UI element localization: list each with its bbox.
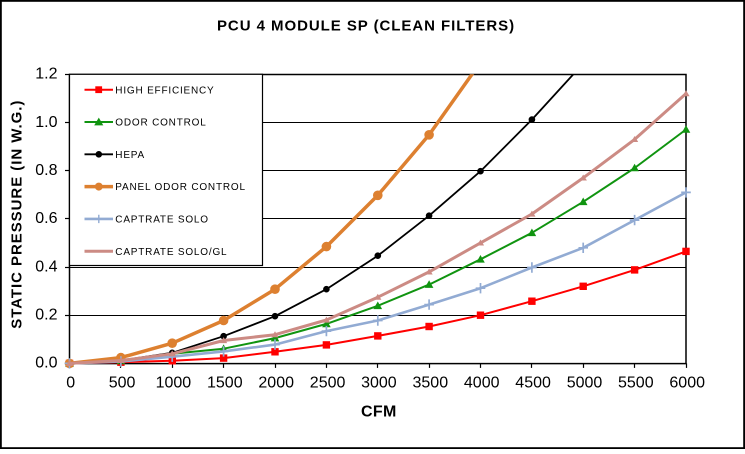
svg-text:1.2: 1.2 <box>35 66 57 83</box>
svg-text:0.2: 0.2 <box>35 307 57 324</box>
svg-text:PANEL ODOR CONTROL: PANEL ODOR CONTROL <box>115 182 246 193</box>
svg-text:4500: 4500 <box>515 374 551 391</box>
svg-text:4000: 4000 <box>464 374 500 391</box>
svg-text:STATIC PRESSURE (IN W.G.): STATIC PRESSURE (IN W.G.) <box>9 100 26 329</box>
svg-text:5500: 5500 <box>618 374 654 391</box>
svg-text:2000: 2000 <box>258 374 294 391</box>
svg-text:6000: 6000 <box>669 374 705 391</box>
svg-text:5000: 5000 <box>567 374 603 391</box>
svg-text:0: 0 <box>66 374 75 391</box>
svg-text:0.0: 0.0 <box>35 355 57 372</box>
svg-text:3000: 3000 <box>361 374 397 391</box>
svg-text:ODOR CONTROL: ODOR CONTROL <box>115 118 206 129</box>
svg-text:CFM: CFM <box>361 404 397 421</box>
svg-text:0.6: 0.6 <box>35 210 57 227</box>
svg-text:HEPA: HEPA <box>115 150 145 161</box>
svg-text:0.8: 0.8 <box>35 162 57 179</box>
svg-text:CAPTRATE SOLO/GL: CAPTRATE SOLO/GL <box>115 247 227 258</box>
svg-text:CAPTRATE SOLO: CAPTRATE SOLO <box>115 215 209 226</box>
svg-text:2500: 2500 <box>310 374 346 391</box>
svg-text:500: 500 <box>109 374 136 391</box>
svg-text:3500: 3500 <box>413 374 449 391</box>
svg-text:0.4: 0.4 <box>35 258 57 275</box>
svg-text:HIGH EFFICIENCY: HIGH EFFICIENCY <box>115 85 214 96</box>
svg-text:1500: 1500 <box>207 374 243 391</box>
svg-text:PCU 4 MODULE SP (CLEAN FILTERS: PCU 4 MODULE SP (CLEAN FILTERS) <box>217 17 515 34</box>
svg-text:1.0: 1.0 <box>35 114 57 131</box>
svg-text:1000: 1000 <box>156 374 192 391</box>
